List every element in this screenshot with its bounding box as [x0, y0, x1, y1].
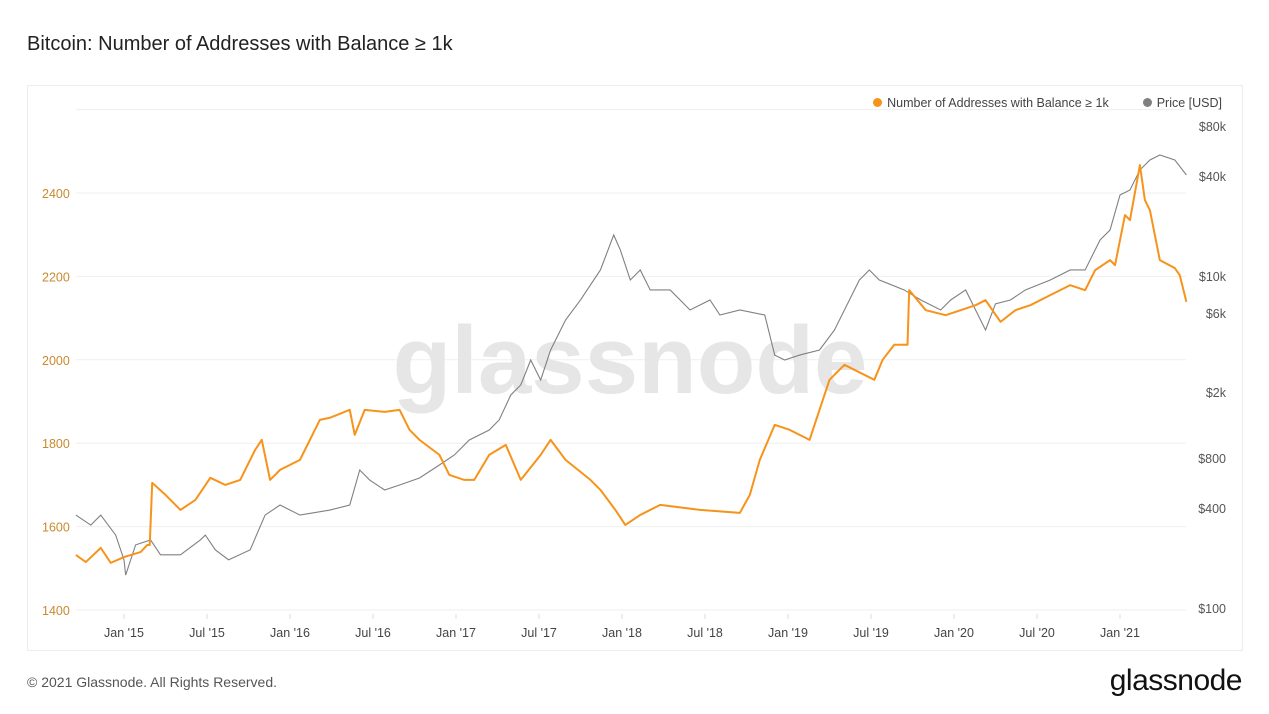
x-tick-label: Jul '18	[687, 626, 723, 640]
x-tick-label: Jul '17	[521, 626, 557, 640]
legend: Number of Addresses with Balance ≥ 1k Pr…	[873, 96, 1222, 110]
price-line	[75, 154, 1187, 576]
legend-label: Price [USD]	[1156, 96, 1222, 110]
y-right-tick-label: $100	[1198, 602, 1226, 616]
y-left-tick-label: 2200	[42, 270, 70, 284]
y-left-tick-label: 1400	[42, 604, 70, 618]
addresses-line	[75, 164, 1188, 564]
x-tick-label: Jul '20	[1019, 626, 1055, 640]
x-tick-label: Jan '18	[602, 626, 642, 640]
chart-frame	[27, 85, 1243, 651]
y-left-tick-label: 1800	[42, 437, 70, 451]
y-right-tick-label: $40k	[1199, 170, 1227, 184]
copyright: © 2021 Glassnode. All Rights Reserved.	[27, 674, 278, 690]
y-right-tick-label: $80k	[1199, 120, 1227, 134]
y-right-tick-label: $2k	[1206, 386, 1227, 400]
x-tick-label: Jan '17	[436, 626, 476, 640]
y-right-tick-label: $6k	[1206, 307, 1227, 321]
y-left-tick-label: 2000	[42, 354, 70, 368]
y-right-tick-label: $800	[1198, 452, 1226, 466]
y-right-tick-label: $10k	[1199, 270, 1227, 284]
watermark: glassnode	[393, 307, 868, 414]
x-tick-label: Jan '20	[934, 626, 974, 640]
y-left-tick-label: 2400	[42, 187, 70, 201]
x-tick-label: Jan '19	[768, 626, 808, 640]
y-right-tick-label: $400	[1198, 502, 1226, 516]
chart-title: Bitcoin: Number of Addresses with Balanc…	[27, 33, 453, 55]
glassnode-logo: glassnode	[1109, 664, 1243, 697]
gray-dot-icon	[1142, 98, 1152, 107]
legend-item-price[interactable]: Price [USD]	[1142, 96, 1222, 110]
x-tick-label: Jan '15	[104, 626, 144, 640]
x-tick-label: Jul '16	[355, 626, 391, 640]
y-left-tick-label: 1600	[42, 521, 70, 535]
x-tick-label: Jan '16	[270, 626, 310, 640]
x-tick-label: Jan '21	[1100, 626, 1140, 640]
legend-item-addresses[interactable]: Number of Addresses with Balance ≥ 1k	[873, 96, 1109, 110]
x-tick-label: Jul '15	[189, 626, 225, 640]
x-tick-label: Jul '19	[853, 626, 889, 640]
legend-label: Number of Addresses with Balance ≥ 1k	[887, 96, 1109, 110]
orange-dot-icon	[873, 98, 883, 107]
